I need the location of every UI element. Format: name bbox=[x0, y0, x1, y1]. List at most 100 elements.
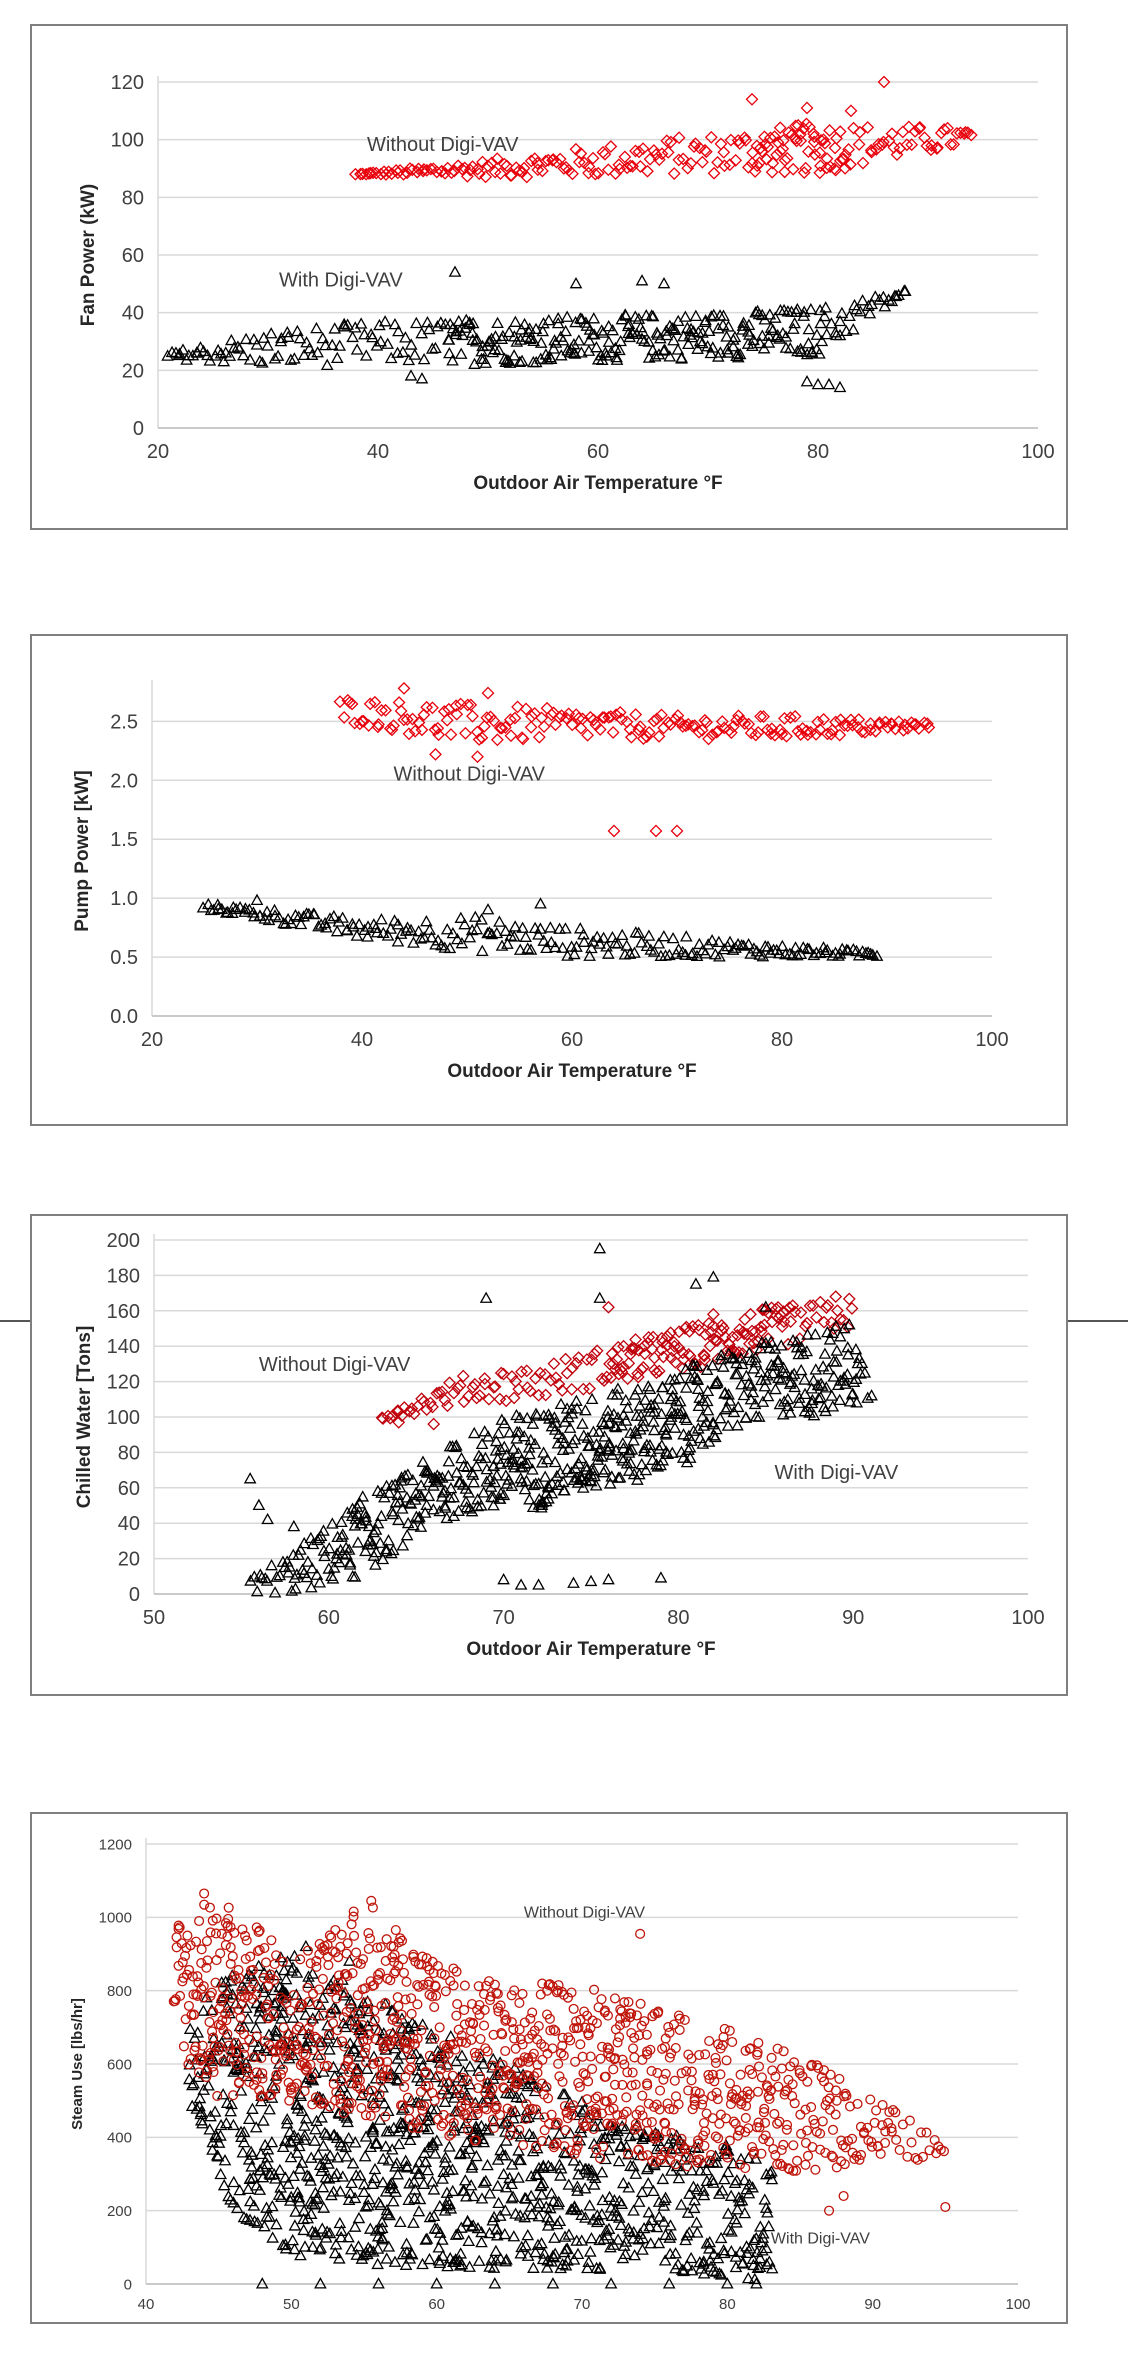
data-point bbox=[634, 1423, 647, 1435]
data-point bbox=[234, 2059, 248, 2072]
data-point bbox=[333, 2216, 347, 2229]
data-point bbox=[233, 342, 246, 354]
data-point bbox=[668, 2019, 680, 2030]
data-point bbox=[838, 161, 852, 175]
data-point bbox=[784, 1375, 798, 1388]
data-point bbox=[589, 1984, 600, 1995]
data-point bbox=[494, 2143, 507, 2156]
data-point bbox=[406, 712, 419, 726]
data-point bbox=[379, 168, 393, 181]
data-point bbox=[299, 2008, 312, 2020]
data-point bbox=[761, 140, 775, 154]
data-point bbox=[401, 1976, 412, 1987]
data-point bbox=[638, 2130, 652, 2142]
data-point bbox=[740, 2112, 751, 2123]
data-point bbox=[369, 2072, 383, 2084]
data-point bbox=[472, 2004, 483, 2015]
data-point bbox=[396, 2117, 410, 2129]
data-point bbox=[336, 911, 349, 923]
outlier-point bbox=[649, 824, 663, 838]
data-point bbox=[350, 2062, 363, 2075]
data-point bbox=[401, 1516, 415, 1529]
data-point bbox=[395, 1409, 409, 1423]
data-point bbox=[320, 2225, 334, 2237]
data-point bbox=[622, 2067, 633, 2078]
data-point bbox=[527, 334, 540, 347]
data-point bbox=[470, 2135, 481, 2146]
data-point bbox=[889, 289, 903, 302]
data-point bbox=[493, 2209, 507, 2221]
data-point bbox=[362, 1519, 376, 1532]
data-point bbox=[764, 1335, 778, 1347]
data-point bbox=[798, 1373, 811, 1385]
data-point bbox=[739, 133, 753, 147]
data-point bbox=[343, 1558, 357, 1570]
data-point bbox=[567, 2154, 581, 2166]
data-point bbox=[250, 338, 264, 350]
data-point bbox=[629, 1427, 643, 1439]
data-point bbox=[738, 717, 752, 731]
y-tick-label: 180 bbox=[107, 1265, 140, 1287]
data-point bbox=[782, 1301, 796, 1315]
data-point bbox=[707, 166, 721, 180]
data-point bbox=[652, 1392, 665, 1404]
data-point bbox=[758, 2193, 772, 2205]
data-point bbox=[291, 2039, 302, 2050]
data-point bbox=[356, 1490, 370, 1502]
data-point bbox=[650, 1366, 663, 1380]
data-point bbox=[461, 698, 475, 712]
data-point bbox=[805, 345, 819, 357]
data-point bbox=[723, 935, 737, 947]
data-point bbox=[382, 2240, 396, 2252]
data-point bbox=[330, 1924, 341, 1936]
data-point bbox=[691, 1373, 705, 1385]
data-point bbox=[229, 902, 243, 915]
data-point bbox=[754, 141, 767, 155]
data-point bbox=[245, 1951, 256, 1962]
data-point bbox=[429, 2095, 440, 2106]
data-point bbox=[192, 1971, 203, 1982]
data-point bbox=[415, 1490, 428, 1502]
data-point bbox=[279, 2171, 292, 2183]
data-point bbox=[456, 1369, 470, 1383]
data-point bbox=[353, 1497, 367, 1509]
data-point bbox=[842, 143, 856, 156]
data-point bbox=[415, 2086, 426, 2097]
data-point bbox=[497, 2167, 511, 2180]
y-tick-label: 1000 bbox=[99, 1910, 132, 1927]
data-point bbox=[363, 1928, 374, 1939]
data-point bbox=[856, 156, 870, 170]
data-point bbox=[597, 931, 610, 943]
data-point bbox=[829, 1319, 843, 1331]
y-tick-label: 400 bbox=[107, 2130, 132, 2147]
data-point bbox=[211, 898, 225, 910]
data-point bbox=[452, 1999, 463, 2010]
fan-power-chart: 0 20 40 60 80 100 120 20 40 60 80 100 Outdoor Air Te… bbox=[30, 24, 1068, 530]
data-point bbox=[571, 2247, 585, 2260]
data-point bbox=[299, 2112, 313, 2124]
data-point bbox=[813, 723, 827, 737]
outlier-point bbox=[800, 375, 814, 387]
data-point bbox=[183, 2000, 194, 2011]
data-point bbox=[290, 2098, 304, 2110]
data-point bbox=[711, 1375, 724, 1387]
data-point bbox=[489, 2244, 503, 2257]
data-point bbox=[647, 714, 661, 728]
data-point bbox=[622, 317, 636, 330]
data-point bbox=[752, 307, 766, 320]
data-point bbox=[861, 1391, 875, 1403]
y-tick-label: 0 bbox=[133, 418, 144, 440]
data-point bbox=[187, 2077, 200, 2089]
data-point bbox=[534, 336, 548, 348]
data-point bbox=[672, 1341, 686, 1355]
data-point bbox=[280, 2112, 294, 2125]
data-point bbox=[521, 1456, 535, 1469]
data-point bbox=[368, 2058, 379, 2070]
data-point bbox=[964, 128, 978, 142]
data-point bbox=[392, 1513, 405, 1526]
data-point bbox=[515, 354, 529, 366]
data-point bbox=[412, 1512, 426, 1524]
data-point bbox=[651, 2156, 662, 2167]
data-point bbox=[693, 334, 707, 347]
data-point bbox=[374, 2089, 385, 2100]
